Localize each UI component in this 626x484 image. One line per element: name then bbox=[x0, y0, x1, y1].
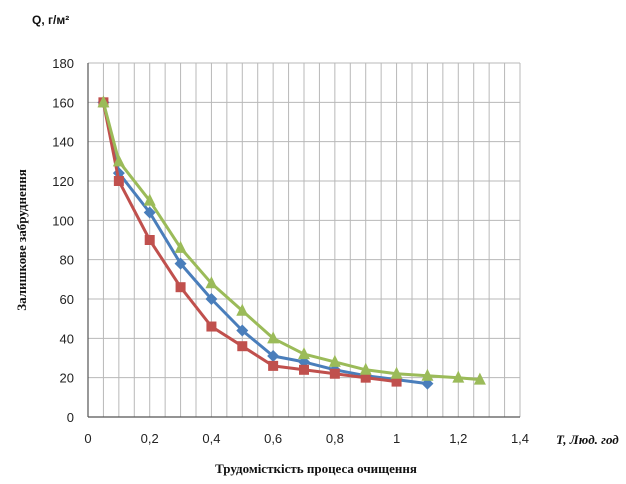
y-axis-label: Залишкове забруднення bbox=[14, 169, 29, 311]
series-2 bbox=[98, 97, 402, 387]
data-point bbox=[236, 303, 249, 316]
data-point bbox=[143, 206, 156, 219]
x-unit-label: Т, Люд. год bbox=[556, 432, 619, 447]
x-tick-label: 1,2 bbox=[449, 431, 467, 446]
x-tick-label: 0 bbox=[84, 431, 91, 446]
data-point bbox=[97, 95, 110, 108]
y-tick-label: 180 bbox=[52, 56, 74, 71]
data-point bbox=[206, 321, 217, 332]
data-point bbox=[421, 368, 434, 381]
data-point bbox=[175, 282, 186, 293]
data-point bbox=[473, 372, 486, 385]
data-point bbox=[112, 154, 125, 167]
x-tick-labels: 0 0,2 0,4 0,6 0,8 1 1,2 1,4 bbox=[84, 431, 529, 446]
series-group bbox=[97, 95, 486, 390]
data-point bbox=[390, 366, 403, 379]
x-axis-label: Трудомісткість процеса очищення bbox=[215, 461, 417, 476]
x-tick-label: 0,2 bbox=[141, 431, 159, 446]
x-tick-label: 0,8 bbox=[326, 431, 344, 446]
data-point bbox=[452, 370, 465, 383]
x-tick-label: 1 bbox=[393, 431, 400, 446]
data-point bbox=[391, 376, 402, 387]
data-point bbox=[205, 293, 218, 305]
data-point bbox=[267, 350, 280, 363]
data-point bbox=[174, 240, 187, 253]
axes bbox=[87, 63, 520, 418]
data-point bbox=[360, 372, 371, 383]
series-3 bbox=[97, 95, 486, 385]
data-point bbox=[298, 347, 310, 360]
data-point bbox=[267, 331, 280, 344]
y-tick-label: 0 bbox=[67, 410, 74, 425]
x-tick-label: 0,4 bbox=[202, 431, 220, 446]
y-unit-label: Q, г/м² bbox=[32, 13, 69, 27]
y-tick-label: 120 bbox=[52, 174, 74, 189]
data-point bbox=[329, 368, 340, 379]
y-tick-label: 160 bbox=[52, 95, 74, 110]
data-point bbox=[143, 193, 156, 206]
data-point bbox=[328, 354, 341, 367]
y-tick-labels: 0 20 40 60 80 100 120 140 160 180 bbox=[52, 56, 74, 425]
y-tick-label: 60 bbox=[60, 292, 74, 307]
x-tick-label: 0,6 bbox=[264, 431, 282, 446]
x-tick-label: 1,4 bbox=[511, 431, 529, 446]
data-point bbox=[236, 324, 249, 337]
series-line bbox=[101, 100, 482, 382]
data-point bbox=[237, 341, 248, 352]
y-tick-label: 40 bbox=[60, 331, 74, 346]
data-point bbox=[113, 176, 124, 186]
data-point bbox=[299, 364, 309, 375]
data-point bbox=[205, 276, 218, 289]
y-tick-label: 140 bbox=[52, 135, 74, 150]
data-point bbox=[359, 362, 372, 375]
data-point bbox=[144, 235, 155, 245]
data-point bbox=[174, 257, 187, 270]
y-tick-label: 80 bbox=[60, 253, 74, 268]
y-tick-label: 100 bbox=[52, 213, 74, 228]
y-tick-label: 20 bbox=[60, 371, 74, 386]
data-point bbox=[268, 360, 279, 371]
